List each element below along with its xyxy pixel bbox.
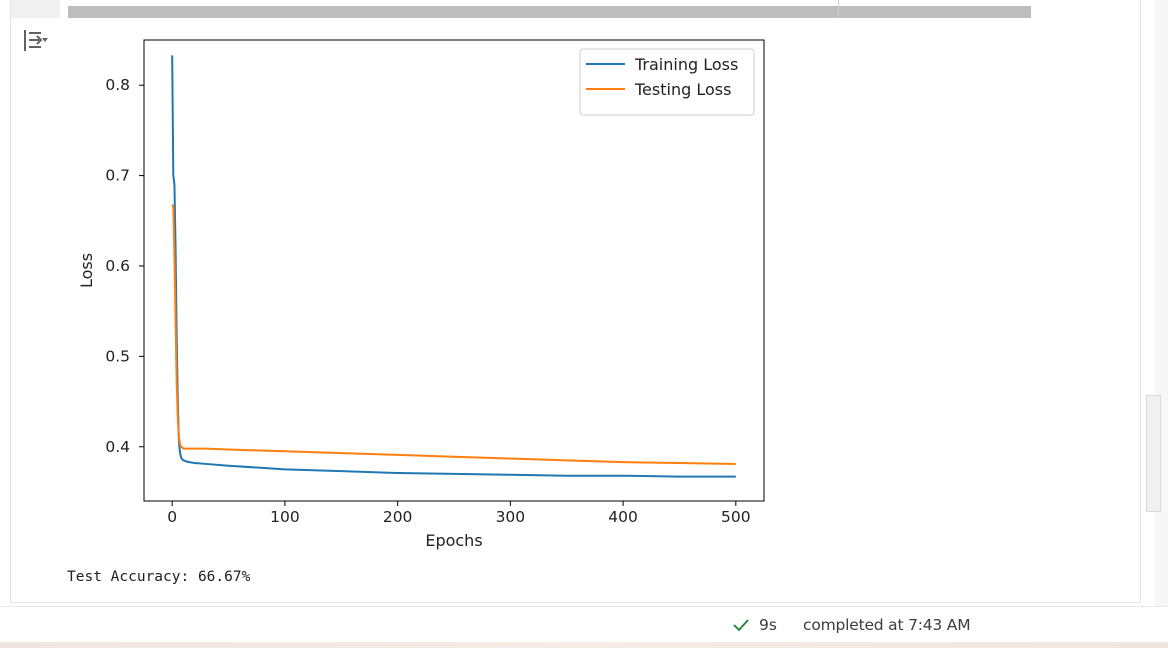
output-toggle-icon <box>24 30 48 51</box>
scrollbar-divider <box>838 0 839 18</box>
y-tick-label: 0.5 <box>105 347 130 365</box>
x-tick-label: 100 <box>270 508 300 526</box>
plot-frame <box>143 39 765 502</box>
vertical-scrollbar-thumb[interactable] <box>1146 395 1161 512</box>
y-tick-label: 0.8 <box>105 76 130 94</box>
legend-box <box>579 48 755 116</box>
vertical-scrollbar-track <box>1155 0 1168 606</box>
execution-duration: 9s <box>759 616 777 634</box>
output-text: Test Accuracy: 66.67% <box>67 569 251 585</box>
y-tick-label: 0.4 <box>105 438 130 456</box>
y-axis-label: Loss <box>77 253 96 288</box>
legend-label-training-loss: Training Loss <box>634 55 738 74</box>
x-axis-label: Epochs <box>425 531 482 550</box>
x-tick-label: 400 <box>608 508 638 526</box>
status-bar: 9s completed at 7:43 AM <box>0 606 1168 642</box>
x-tick-label: 300 <box>496 508 526 526</box>
check-icon <box>733 619 749 632</box>
x-tick-label: 0 <box>167 508 177 526</box>
cell-gutter <box>11 0 60 18</box>
series-line-testing-loss <box>171 204 736 465</box>
loss-chart: 0 100 200 300 400 500 0.4 0.5 0.6 0.7 0.8 Epochs Los… <box>77 39 765 550</box>
x-tick-label: 500 <box>721 508 751 526</box>
x-tick-label: 200 <box>383 508 413 526</box>
output-toggle-button[interactable] <box>22 27 50 53</box>
completion-time: completed at 7:43 AM <box>803 616 971 634</box>
legend-label-testing-loss: Testing Loss <box>634 80 731 99</box>
y-tick-label: 0.6 <box>105 257 130 275</box>
horizontal-scrollbar[interactable] <box>68 6 1031 18</box>
bottom-strip <box>0 642 1168 648</box>
y-tick-label: 0.7 <box>105 167 130 185</box>
